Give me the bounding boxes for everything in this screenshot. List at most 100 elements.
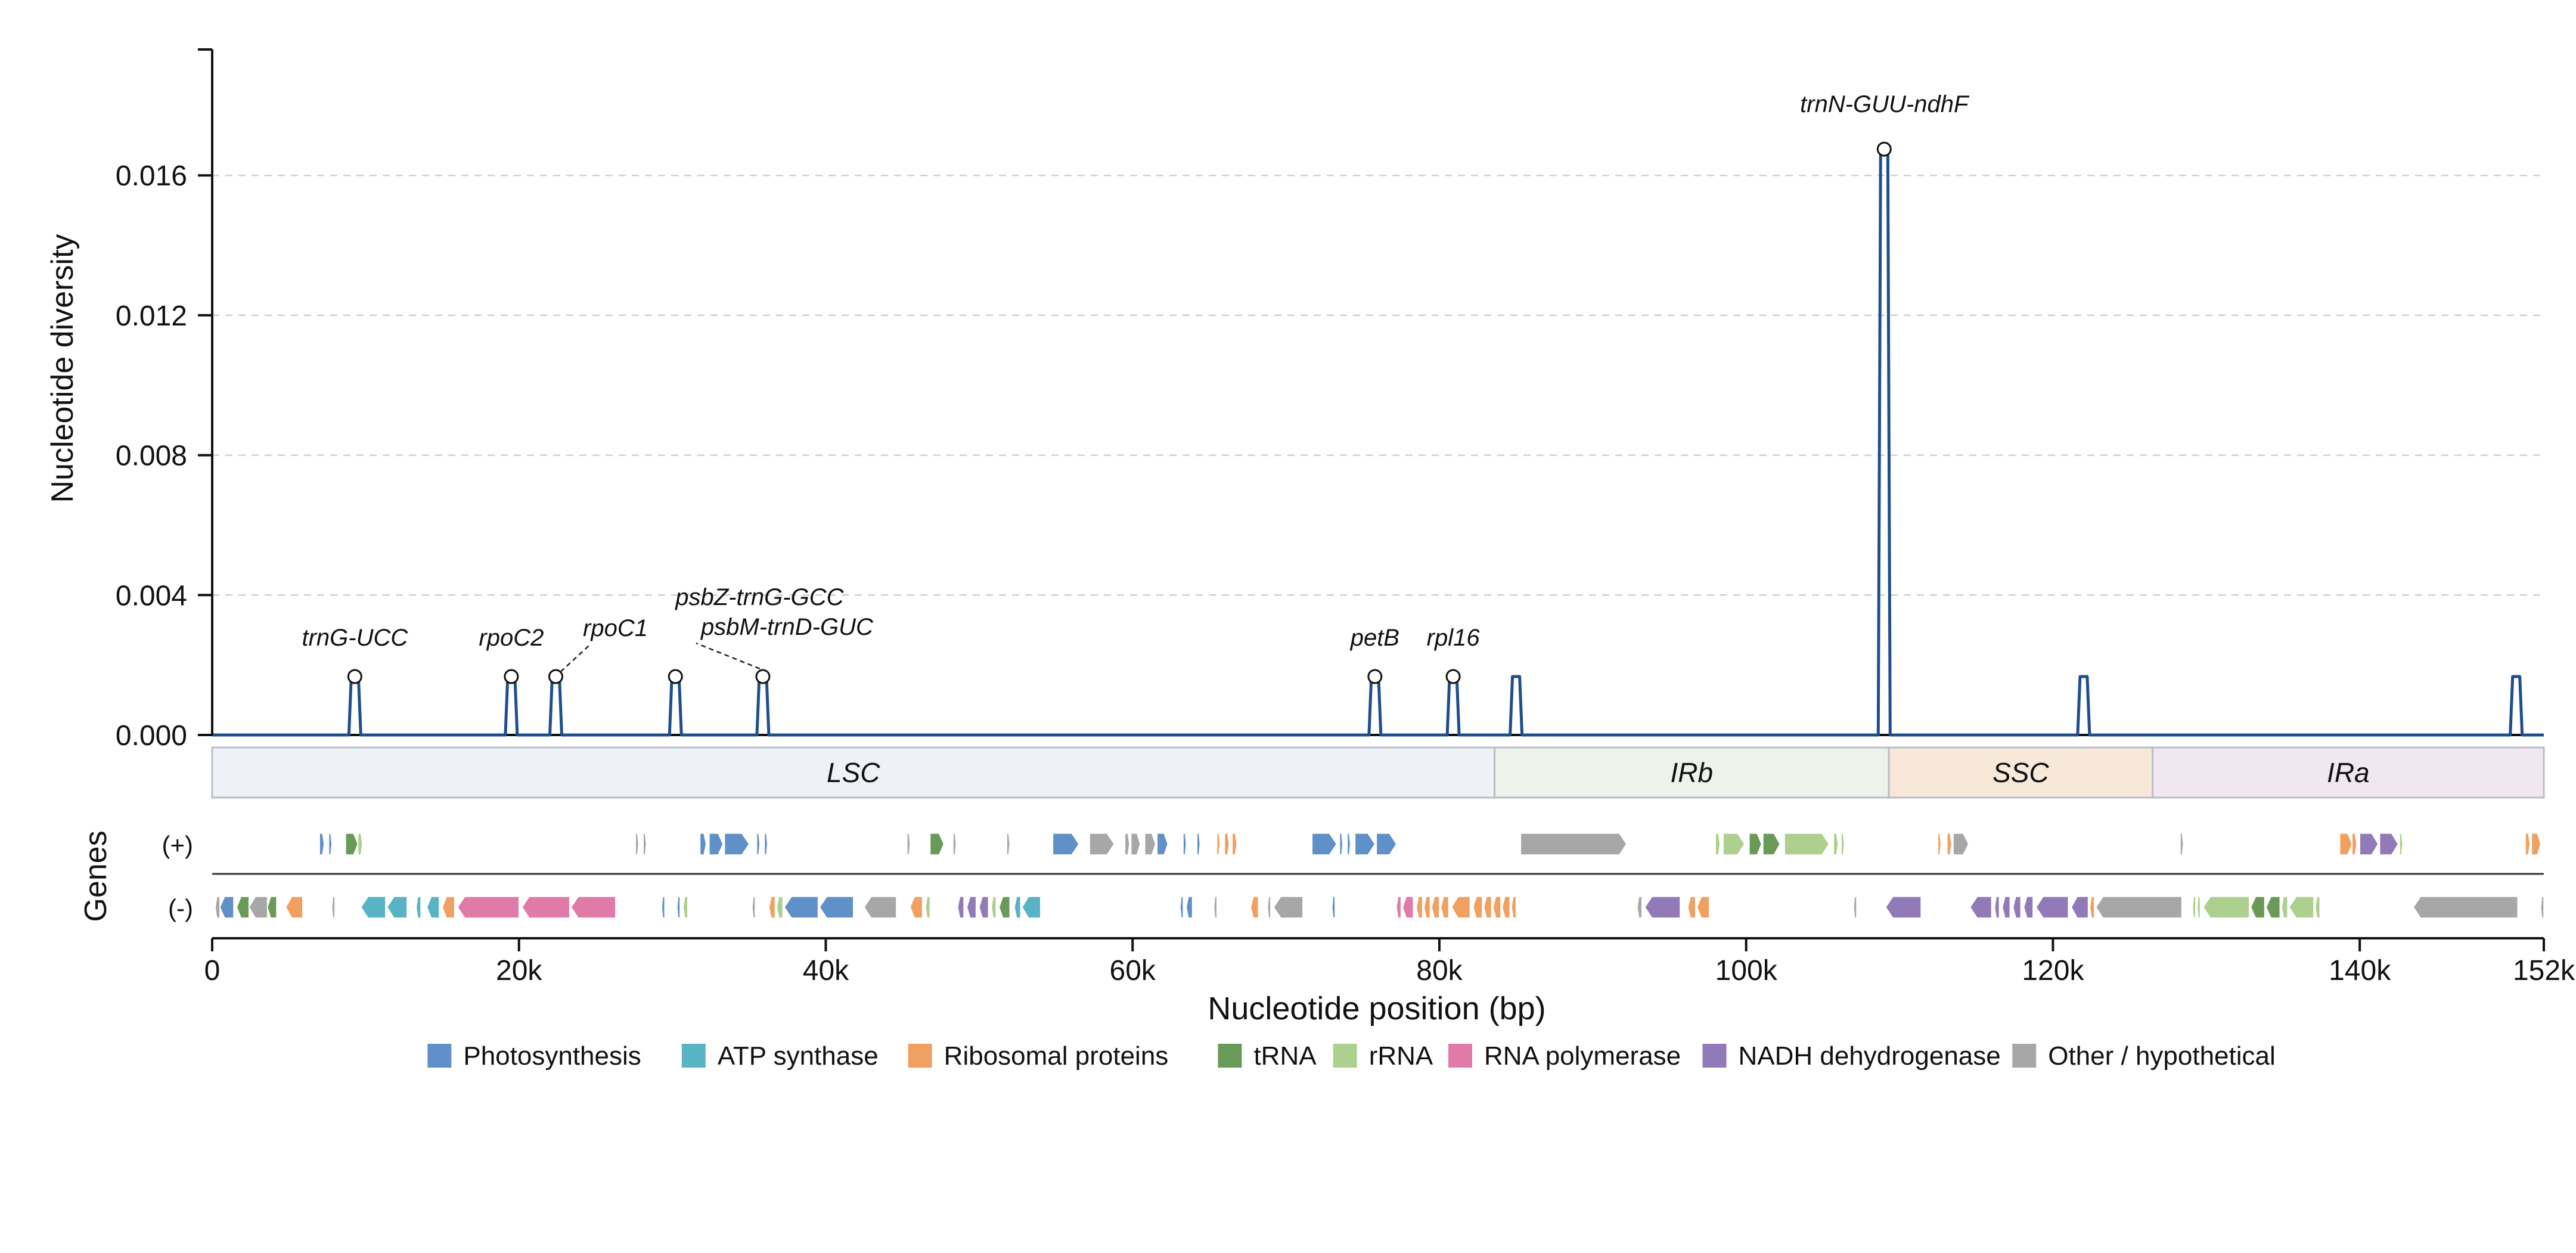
gene-plus — [345, 833, 359, 855]
region-irb — [1494, 746, 1890, 799]
legend-swatch — [681, 1044, 706, 1068]
legend-item: Other / hypothetical — [2012, 1041, 2276, 1071]
gene-minus — [1483, 896, 1492, 919]
gene-minus — [1885, 896, 1922, 919]
gene-minus — [1696, 896, 1710, 919]
gene-plus — [764, 833, 768, 855]
gene-plus — [319, 833, 325, 855]
gene-plus — [1339, 833, 1343, 855]
peak-label: psbZ-trnG-GCC — [675, 584, 844, 610]
gene-minus — [1213, 896, 1218, 919]
gene-minus — [1180, 896, 1184, 919]
gene-minus — [1687, 896, 1696, 919]
peak-marker — [1367, 669, 1383, 684]
peak-marker — [347, 669, 362, 684]
gene-plus — [952, 833, 957, 855]
gene-minus — [2540, 896, 2544, 919]
gene-minus — [2035, 896, 2069, 919]
gene-minus — [1332, 896, 1336, 919]
gene-minus — [1994, 896, 2000, 919]
gene-plus — [2351, 833, 2357, 855]
peak-marker — [668, 669, 683, 684]
gene-plus — [1196, 833, 1201, 855]
gene-plus — [1715, 833, 1721, 855]
gene-minus — [426, 896, 440, 919]
gene-minus — [998, 896, 1011, 919]
y-axis: 0.000 0.004 0.008 0.012 0.016 — [116, 48, 213, 752]
x-axis: 0 20k 40k 60k 80k 100k 120k 140k 152k — [204, 938, 2575, 987]
region-bar: LSC IRb SSC IRa — [211, 746, 2545, 799]
region-lsc — [211, 746, 1496, 799]
gene-minus — [415, 896, 421, 919]
gene-minus — [457, 896, 520, 919]
gene-minus — [2071, 896, 2089, 919]
gene-minus — [1402, 896, 1414, 919]
gene-minus — [979, 896, 989, 919]
legend: Photosynthesis ATP synthase Ribosomal prot… — [427, 1041, 2276, 1071]
x-axis-title: Nucleotide position (bp) — [1208, 991, 1545, 1026]
peak-leader-line — [560, 644, 591, 672]
gene-minus — [1022, 896, 1041, 919]
gene-minus — [1501, 896, 1511, 919]
gene-plus — [907, 833, 911, 855]
gene-minus — [331, 896, 336, 919]
gene-plus — [357, 833, 363, 855]
gene-minus — [752, 896, 756, 919]
gene-minus — [1492, 896, 1501, 919]
gene-minus — [570, 896, 616, 919]
gene-plus — [635, 833, 640, 855]
legend-label: rRNA — [1369, 1041, 1433, 1071]
gene-plus — [2339, 833, 2353, 855]
x-tick-label: 100k — [1715, 955, 1778, 987]
gene-minus — [2288, 896, 2314, 919]
gene-plus — [1784, 833, 1830, 855]
y-tick-label: 0.004 — [116, 580, 187, 612]
gene-minus — [1396, 896, 1402, 919]
gene-minus — [768, 896, 776, 919]
gene-minus — [784, 896, 819, 919]
region-label: IRa — [2327, 757, 2370, 788]
legend-swatch — [1218, 1044, 1242, 1068]
gene-minus — [776, 896, 784, 919]
gene-plus — [1089, 833, 1115, 855]
gene-plus — [756, 833, 761, 855]
gene-minus — [285, 896, 303, 919]
y-tick-label: 0.012 — [116, 300, 187, 332]
gene-plus — [1520, 833, 1627, 855]
gene-minus — [2012, 896, 2022, 919]
gene-minus — [2314, 896, 2320, 919]
x-tick-label: 0 — [204, 955, 221, 987]
legend-label: Photosynthesis — [463, 1041, 641, 1071]
gene-plus — [1124, 833, 1130, 855]
plus-strand-label: (+) — [162, 831, 194, 859]
gene-minus — [863, 896, 897, 919]
legend-label: RNA polymerase — [1484, 1041, 1681, 1071]
legend-item: NADH dehydrogenase — [1702, 1041, 2001, 1071]
gene-plus — [1130, 833, 1141, 855]
gene-plus — [1231, 833, 1237, 855]
gene-minus — [2196, 896, 2201, 919]
gene-plus — [2180, 833, 2184, 855]
legend-item: tRNA — [1218, 1041, 1317, 1071]
gene-minus — [1440, 896, 1450, 919]
legend-swatch — [2012, 1044, 2037, 1068]
peak-label: rpoC1 — [583, 615, 648, 641]
gene-plus — [2399, 833, 2403, 855]
gene-minus — [1451, 896, 1471, 919]
gene-plus — [1156, 833, 1169, 855]
gene-plus — [1346, 833, 1351, 855]
gene-minus — [386, 896, 408, 919]
gene-minus — [1644, 896, 1681, 919]
gene-minus — [2192, 896, 2196, 919]
gene-plus — [643, 833, 647, 855]
gene-minus — [661, 896, 665, 919]
peak-leader-line — [696, 642, 768, 673]
gene-minus — [2202, 896, 2250, 919]
peak-marker — [548, 669, 564, 684]
gene-plus — [1947, 833, 1953, 855]
gene-plus — [328, 833, 333, 855]
peak-label: trnG-UCC — [302, 625, 408, 651]
gene-minus — [676, 896, 681, 919]
gene-minus — [2023, 896, 2034, 919]
